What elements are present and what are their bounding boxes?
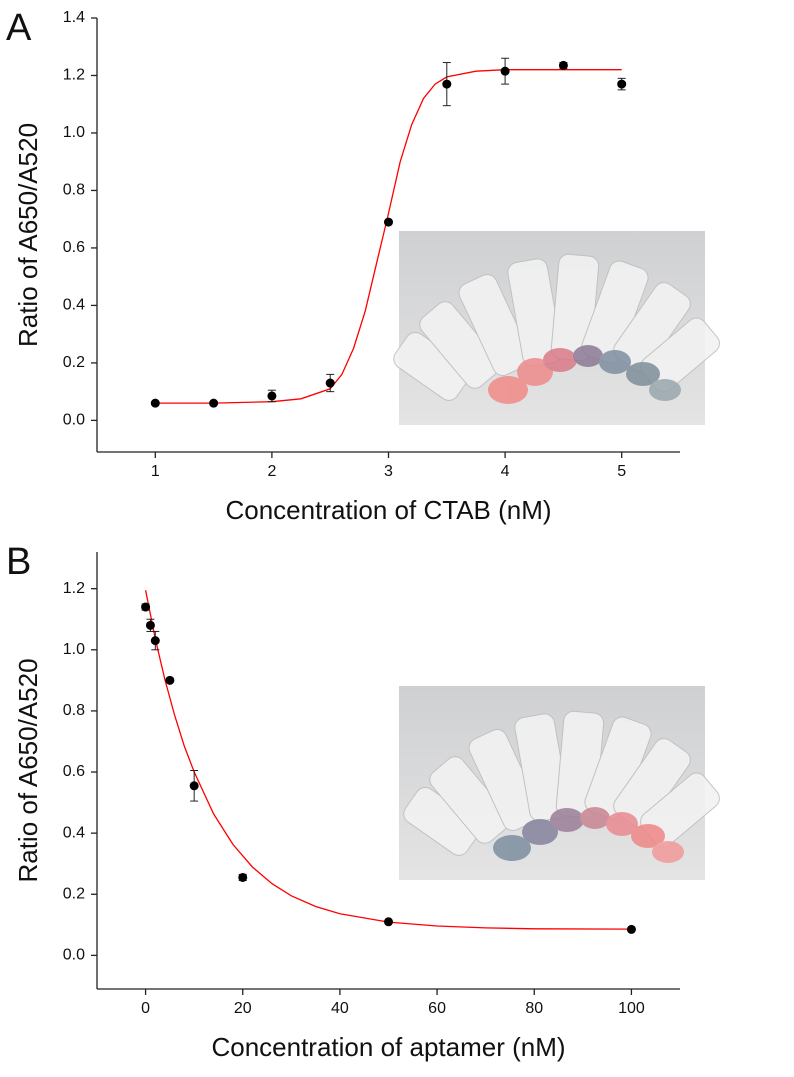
data-point <box>150 398 160 408</box>
x-axis-title: Concentration of aptamer (nM) <box>211 1032 565 1062</box>
fit-curve <box>144 590 632 930</box>
x-tick-label: 5 <box>617 463 626 480</box>
data-point <box>141 602 151 612</box>
x-tick-label: 100 <box>618 1000 645 1017</box>
x-axis-title: Concentration of CTAB (nM) <box>225 495 551 525</box>
data-point <box>626 924 636 934</box>
y-tick-label: 0.8 <box>63 702 85 719</box>
data-point <box>165 675 175 685</box>
data-point <box>145 620 155 630</box>
y-tick-label: 0.4 <box>63 297 85 314</box>
data-point <box>150 636 160 646</box>
y-tick-label: 0.0 <box>63 412 85 429</box>
data-point <box>267 391 277 401</box>
y-tick-label: 0.4 <box>63 824 85 841</box>
y-axis-title: Ratio of A650/A520 <box>13 658 43 882</box>
photo-inset-a <box>393 231 720 425</box>
y-tick-label: 0.6 <box>63 763 85 780</box>
data-point <box>442 79 452 89</box>
data-point <box>500 66 510 76</box>
panel-label: A <box>6 7 32 49</box>
y-axis-title: Ratio of A650/A520 <box>13 123 43 347</box>
data-point <box>558 60 568 70</box>
y-tick-label: 1.0 <box>63 641 85 658</box>
fit-curve <box>155 69 622 404</box>
x-tick-label: 60 <box>428 1000 446 1017</box>
data-point <box>238 872 248 882</box>
x-tick-label: 40 <box>331 1000 349 1017</box>
data-point <box>384 217 393 227</box>
y-tick-label: 1.2 <box>63 67 85 84</box>
x-tick-label: 20 <box>234 1000 252 1017</box>
data-point <box>617 79 627 89</box>
y-tick-label: 1.0 <box>63 124 85 141</box>
x-tick-label: 0 <box>141 1000 150 1017</box>
x-tick-label: 4 <box>501 463 510 480</box>
y-tick-label: 0.2 <box>63 885 85 902</box>
x-tick-label: 3 <box>384 463 393 480</box>
data-point <box>189 781 199 791</box>
y-tick-label: 0.8 <box>63 182 85 199</box>
x-tick-label: 80 <box>525 1000 543 1017</box>
data-point <box>325 378 335 388</box>
x-tick-label: 1 <box>151 463 160 480</box>
y-tick-label: 1.2 <box>63 580 85 597</box>
data-point <box>209 398 219 408</box>
y-tick-label: 0.0 <box>63 947 85 964</box>
y-tick-label: 0.2 <box>63 354 85 371</box>
y-tick-label: 0.6 <box>63 239 85 256</box>
x-tick-label: 2 <box>267 463 276 480</box>
data-point <box>384 917 393 927</box>
y-tick-label: 1.4 <box>63 9 85 26</box>
panel-label: B <box>6 541 31 583</box>
photo-inset-b <box>399 686 720 880</box>
